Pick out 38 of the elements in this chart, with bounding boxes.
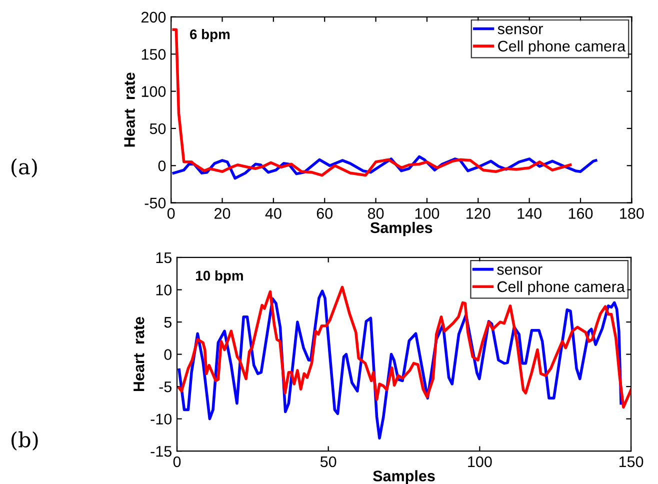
x-tick-label: 40 bbox=[265, 208, 282, 219]
y-tick-label: 0 bbox=[164, 349, 172, 360]
annotation: 10 bpm bbox=[196, 270, 243, 284]
y-axis-title: Heart rate bbox=[124, 72, 135, 147]
x-tick-label: 50 bbox=[320, 456, 336, 468]
y-tick-label: 100 bbox=[142, 86, 166, 97]
x-tick-label: 180 bbox=[620, 208, 644, 219]
x-tick-label: 100 bbox=[468, 456, 492, 468]
y-tick-label: 10 bbox=[156, 284, 172, 296]
x-tick-label: 140 bbox=[518, 208, 542, 219]
legend-label: Cell phone camera bbox=[498, 40, 626, 55]
text: (b) bbox=[12, 431, 38, 450]
y-tick-label: -10 bbox=[150, 414, 172, 425]
y-tick-label: 150 bbox=[142, 48, 166, 60]
legend-label: sensor bbox=[498, 26, 543, 34]
annotation: 6 bpm bbox=[190, 29, 230, 42]
y-tick-label: -5 bbox=[159, 382, 172, 392]
x-axis-title: Samples bbox=[373, 470, 435, 484]
text: (a) bbox=[12, 158, 37, 178]
x-tick-label: 120 bbox=[466, 208, 490, 219]
y-tick-label: -15 bbox=[150, 446, 172, 457]
x-tick-label: 160 bbox=[568, 208, 593, 219]
legend-label: sensor bbox=[497, 266, 542, 275]
x-tick-label: 20 bbox=[214, 208, 230, 219]
y-tick-label: -50 bbox=[144, 198, 166, 208]
y-axis-title: Heart rate bbox=[134, 317, 144, 392]
x-tick-label: 0 bbox=[173, 456, 181, 468]
x-tick-label: 100 bbox=[415, 208, 440, 219]
x-tick-label: 150 bbox=[619, 456, 644, 468]
y-tick-label: 0 bbox=[158, 160, 166, 172]
y-tick-label: 5 bbox=[164, 317, 172, 328]
x-tick-label: 60 bbox=[316, 208, 333, 219]
y-tick-label: 15 bbox=[156, 252, 172, 264]
legend-label: Cell phone camera bbox=[497, 280, 625, 296]
x-tick-label: 80 bbox=[368, 208, 384, 219]
y-tick-label: 200 bbox=[142, 12, 166, 23]
x-axis-title: Samples bbox=[370, 222, 432, 236]
y-tick-label: 50 bbox=[150, 123, 166, 134]
